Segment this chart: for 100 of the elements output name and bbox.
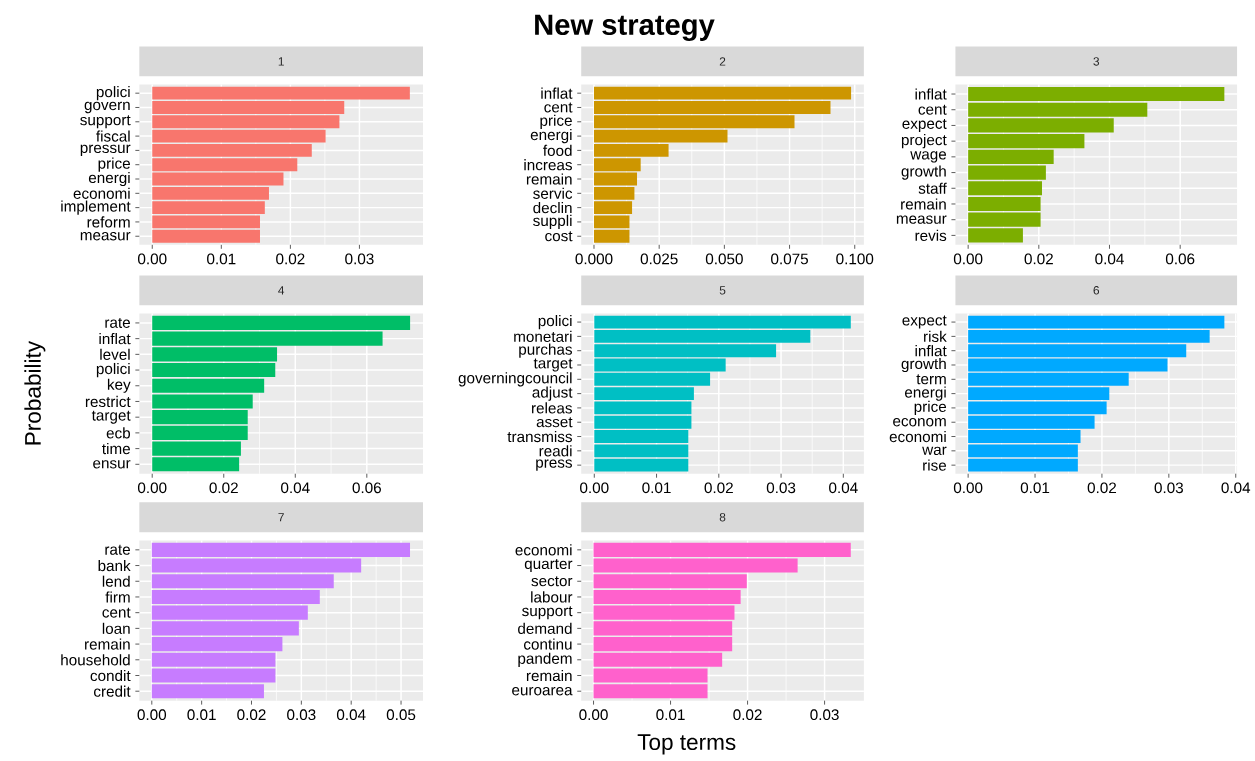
x-tick-label: 0.04: [829, 482, 858, 494]
y-tick-label: transmiss: [507, 430, 572, 442]
x-tick-label: 0.01: [642, 482, 671, 494]
y-tick-label: inflat: [99, 332, 131, 345]
x-tick-label: 0.04: [336, 709, 366, 720]
y-tick-label: demand: [518, 622, 572, 634]
x-tick-label: 0.03: [810, 709, 839, 720]
y-tick-label: growth: [901, 357, 946, 372]
x-tick-label: 0.00: [138, 253, 167, 265]
x-tick-label: 0.01: [187, 709, 216, 720]
y-tick-label: releas: [532, 402, 572, 414]
x-tick-label: 0.02: [704, 482, 733, 494]
x-tick-label: 0.02: [1024, 253, 1053, 265]
y-tick-label: econom: [893, 417, 946, 427]
y-tick-label: firm: [105, 591, 130, 603]
y-tick-label: target: [533, 358, 573, 372]
y-tick-label: increas: [524, 158, 572, 171]
y-tick-label: pressur: [80, 144, 131, 156]
y-tick-label: credit: [94, 685, 131, 697]
y-tick-label: monetari: [514, 330, 572, 342]
x-tick-label: 0.03: [287, 709, 316, 720]
chart-title: 6: [1093, 285, 1100, 295]
chart-title: 1: [278, 57, 284, 66]
y-tick-label: expect: [902, 118, 947, 132]
y-tick-label: condit: [90, 669, 131, 681]
y-tick-label: polici: [96, 85, 130, 101]
chart-title: 3: [1093, 57, 1100, 66]
chart-title: 2: [719, 57, 726, 66]
x-axis-title: Top terms: [637, 734, 736, 755]
y-tick-label: readi: [539, 445, 572, 457]
x-tick-label: 0.075: [771, 253, 808, 265]
y-tick-label: pandem: [518, 652, 572, 667]
y-tick-label: support: [80, 115, 131, 129]
y-tick-label: wage: [910, 151, 947, 163]
y-tick-label: polici: [96, 362, 130, 377]
y-tick-label: economi: [73, 187, 130, 199]
y-tick-label: rise: [923, 459, 947, 471]
y-tick-label: term: [916, 374, 946, 385]
y-tick-label: asset: [536, 417, 573, 428]
x-tick-label: 0.02: [276, 253, 305, 265]
y-tick-label: expect: [902, 315, 947, 329]
bar: [152, 362, 276, 377]
chart-title: 7: [278, 512, 284, 522]
bar: [594, 458, 689, 472]
x-tick-label: 0.100: [836, 253, 874, 265]
y-tick-label: energi: [904, 386, 946, 401]
x-tick-label: 0.00: [137, 482, 167, 494]
bar: [593, 636, 733, 651]
y-tick-label: household: [61, 654, 130, 666]
x-tick-label: 0.00: [953, 482, 983, 494]
y-tick-label: quarter: [524, 558, 573, 572]
y-tick-label: growth: [901, 165, 946, 180]
x-tick-label: 0.04: [1221, 482, 1251, 494]
x-tick-label: 0.03: [766, 482, 796, 494]
x-tick-label: 0.000: [575, 253, 613, 265]
y-tick-label: energi: [88, 171, 130, 186]
y-tick-label: level: [100, 348, 130, 360]
y-tick-label: rate: [105, 544, 130, 555]
y-axis-title: Probability: [24, 340, 46, 445]
y-tick-label: purchas: [519, 343, 572, 358]
y-tick-label: labour: [531, 591, 573, 603]
bar: [594, 229, 630, 243]
text: New strategy: [535, 14, 715, 41]
bar: [593, 589, 741, 604]
x-tick-label: 0.03: [1154, 482, 1183, 494]
y-tick-label: cent: [918, 104, 947, 115]
y-tick-label: inflat: [915, 88, 947, 100]
bar: [968, 358, 1168, 372]
x-tick-label: 0.04: [1095, 253, 1124, 265]
bar: [152, 425, 248, 440]
x-tick-label: 0.01: [656, 709, 685, 720]
y-tick-label: ecb: [106, 427, 131, 439]
y-tick-label: adjust: [532, 386, 573, 401]
y-tick-label: press: [536, 459, 572, 471]
y-tick-label: remain: [901, 198, 946, 210]
x-tick-label: 0.01: [1020, 482, 1050, 494]
y-tick-label: sector: [531, 576, 573, 587]
bar: [968, 86, 1225, 101]
y-tick-label: remain: [526, 173, 572, 185]
y-tick-label: war: [922, 446, 947, 455]
bar: [968, 196, 1041, 211]
x-tick-label: 0.04: [281, 482, 310, 494]
y-tick-label: price: [98, 157, 130, 172]
y-tick-label: inflat: [915, 344, 947, 357]
y-tick-label: loan: [102, 622, 130, 634]
bar: [594, 358, 726, 372]
y-tick-label: cent: [544, 102, 573, 113]
y-tick-label: remain: [85, 638, 130, 650]
y-tick-label: inflat: [541, 87, 573, 99]
x-tick-label: 0.01: [207, 253, 236, 265]
y-tick-label: target: [91, 410, 131, 424]
y-tick-label: cost: [545, 231, 573, 242]
y-tick-label: euroarea: [512, 686, 573, 696]
x-tick-label: 0.03: [345, 253, 374, 265]
y-tick-label: declin: [533, 201, 572, 214]
chart-title: 8: [719, 512, 726, 522]
y-tick-label: price: [540, 114, 572, 129]
y-tick-label: key: [107, 378, 131, 393]
x-tick-label: 0.00: [580, 482, 609, 494]
y-tick-label: polici: [538, 314, 572, 330]
